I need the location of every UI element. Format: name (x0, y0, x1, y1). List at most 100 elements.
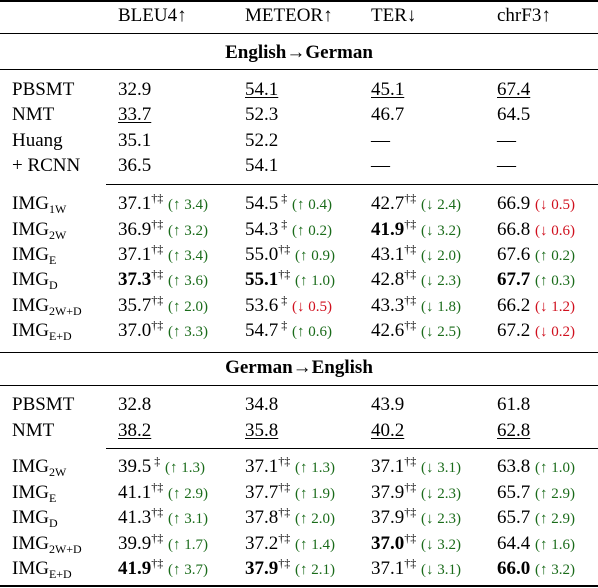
score-value: 54.1 (245, 155, 279, 176)
score-delta: (↓ 1.8) (421, 299, 461, 315)
score-delta: (↓ 3.2) (421, 223, 461, 239)
meteor-score: 52.2 (245, 130, 278, 152)
score-value: — (371, 130, 390, 151)
bleu4-score: 41.1†‡ (↑ 2.9) (118, 481, 208, 505)
significance-marks: †‡ (151, 242, 164, 256)
score-delta: (↑ 1.3) (165, 460, 205, 476)
ter-score: 41.9†‡ (↓ 3.2) (371, 218, 461, 242)
score-value: 34.8 (245, 394, 279, 415)
score-delta: (↑ 1.6) (535, 537, 575, 553)
system-name: NMT (12, 104, 54, 126)
header-label: TER↓ (371, 5, 417, 26)
score-value: 37.9 (245, 558, 279, 579)
score-value: 37.0 (371, 533, 405, 554)
bleu4-score: 36.5 (118, 155, 151, 177)
significance-marks: †‡ (278, 556, 291, 570)
ter-score: 43.3†‡ (↓ 1.8) (371, 294, 461, 318)
score-delta: (↓ 0.5) (535, 197, 575, 213)
significance-marks: †‡ (151, 217, 164, 231)
score-delta: (↓ 0.2) (535, 324, 575, 340)
system-subscript: 2W (48, 465, 67, 479)
system-label: Huang (12, 130, 63, 151)
ter-score: 43.9 (371, 394, 404, 416)
meteor-score: 54.1 (245, 79, 278, 101)
system-label: IMG (12, 533, 49, 554)
system-name: IMG1W (12, 193, 66, 215)
bleu4-score: 37.0†‡ (↑ 3.3) (118, 319, 208, 343)
significance-marks: †‡ (404, 531, 417, 545)
score-value: 37.1 (118, 193, 152, 214)
meteor-score: 54.3 ‡ (↑ 0.2) (245, 218, 332, 242)
chrf3-score: 63.8 (↑ 1.0) (497, 456, 575, 479)
system-label: IMG (12, 219, 49, 240)
significance-marks: †‡ (404, 454, 417, 468)
ter-score: 37.9†‡ (↓ 2.3) (371, 506, 461, 530)
system-label: PBSMT (12, 394, 75, 415)
meteor-score: 37.9†‡ (↑ 2.1) (245, 556, 335, 581)
significance-marks: †‡ (151, 505, 164, 519)
score-value: 37.9 (371, 507, 405, 528)
system-subscript: 1W (48, 202, 67, 216)
significance-marks: ‡ (278, 191, 288, 205)
score-delta: (↑ 0.2) (292, 223, 332, 239)
ter-score: — (371, 155, 390, 177)
score-value: 62.8 (497, 420, 531, 441)
meteor-score: 37.2†‡ (↑ 1.4) (245, 531, 335, 556)
system-name: IMG2W+D (12, 295, 82, 317)
bleu4-score: 37.3†‡ (↑ 3.6) (118, 268, 208, 292)
chrf3-score: 66.9 (↓ 0.5) (497, 193, 575, 216)
chrf3-score: 65.7 (↑ 2.9) (497, 482, 575, 505)
score-value: 43.9 (371, 394, 405, 415)
score-delta: (↑ 2.0) (168, 299, 208, 315)
significance-marks: †‡ (278, 531, 291, 545)
score-delta: (↑ 0.2) (535, 248, 575, 264)
significance-marks: †‡ (151, 556, 164, 570)
table-rule (0, 385, 598, 386)
bleu4-score: 37.1†‡ (↑ 3.4) (118, 242, 208, 267)
score-delta: (↑ 3.1) (168, 511, 208, 527)
system-name: IMGD (12, 269, 58, 291)
score-delta: (↓ 2.4) (421, 197, 461, 213)
ter-score: 37.1†‡ (↓ 3.1) (371, 557, 461, 581)
table-rule (106, 448, 598, 449)
score-delta: (↑ 3.4) (168, 197, 208, 213)
header-bleu4: BLEU4↑ (118, 5, 187, 27)
ter-score: 46.7 (371, 104, 404, 126)
score-value: 64.5 (497, 104, 531, 125)
score-value: 41.3 (118, 507, 152, 528)
score-delta: (↑ 0.4) (292, 197, 332, 213)
chrf3-score: 67.2 (↓ 0.2) (497, 320, 575, 343)
score-value: 37.1 (371, 558, 405, 579)
system-name: IMGD (12, 507, 58, 529)
significance-marks: †‡ (404, 480, 417, 494)
bleu4-score: 38.2 (118, 420, 151, 442)
score-value: 41.9 (371, 219, 405, 240)
chrf3-score: 61.8 (497, 394, 530, 416)
significance-marks: †‡ (404, 318, 417, 332)
system-label: IMG (12, 269, 49, 290)
score-value: 35.1 (118, 130, 152, 151)
significance-marks: †‡ (278, 454, 291, 468)
score-value: 41.1 (118, 482, 152, 503)
meteor-score: 54.7 ‡ (↑ 0.6) (245, 319, 332, 343)
score-value: 61.8 (497, 394, 531, 415)
score-value: 37.8 (245, 507, 279, 528)
system-label: PBSMT (12, 79, 75, 100)
score-delta: (↓ 2.3) (421, 511, 461, 527)
ter-score: 40.2 (371, 420, 404, 442)
chrf3-score: 66.2 (↓ 1.2) (497, 295, 575, 318)
section-title-de-en: German→English (0, 357, 598, 379)
score-delta: (↑ 0.3) (535, 273, 575, 289)
score-delta: (↓ 2.5) (421, 324, 461, 340)
bleu4-score: 39.9†‡ (↑ 1.7) (118, 532, 208, 556)
header-label: chrF3↑ (497, 5, 551, 26)
score-delta: (↓ 2.3) (421, 273, 461, 289)
system-name: Huang (12, 130, 63, 152)
system-subscript: 2W (48, 228, 67, 242)
ter-score: 37.1†‡ (↓ 3.1) (371, 454, 461, 479)
score-value: 41.9 (118, 558, 152, 579)
significance-marks: †‡ (151, 293, 164, 307)
significance-marks: ‡ (278, 293, 288, 307)
score-value: 52.2 (245, 130, 279, 151)
chrf3-score: 64.4 (↑ 1.6) (497, 533, 575, 556)
